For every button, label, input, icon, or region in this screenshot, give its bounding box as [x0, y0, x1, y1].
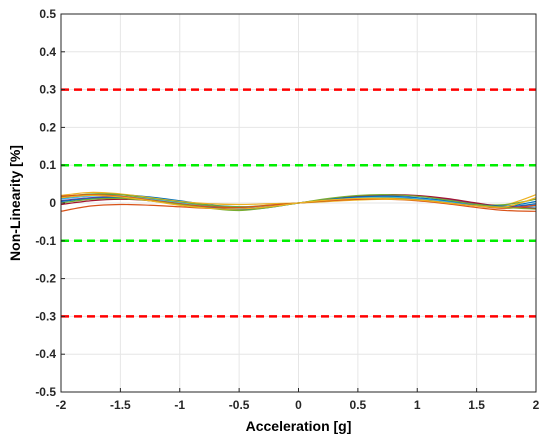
x-axis-ticks: -2 -1.5 -1 -0.5 0 0.5 1 1.5 2: [56, 388, 540, 412]
x-tick-label: 0: [295, 398, 302, 412]
series-line-11: [60, 194, 537, 210]
x-tick-label: -0.5: [229, 398, 250, 412]
y-tick-label: -0.5: [35, 385, 56, 399]
limit-lines: [61, 88, 536, 318]
x-tick-label: 0.5: [350, 398, 367, 412]
y-tick-label: 0.1: [39, 158, 56, 172]
x-tick-label: 2: [533, 398, 540, 412]
x-tick-label: 1.5: [468, 398, 485, 412]
x-axis-label: Acceleration [g]: [246, 418, 352, 434]
y-tick-label: 0.4: [39, 45, 56, 59]
y-tick-label: -0.1: [35, 234, 56, 248]
y-tick-label: 0.2: [39, 120, 56, 134]
x-tick-label: -1: [174, 398, 185, 412]
y-axis-ticks: 0.5 0.4 0.3 0.2 0.1 0 -0.1 -0.2 -0.3 -0.4 -0.5: [35, 7, 65, 399]
x-tick-label: -1.5: [110, 398, 131, 412]
x-tick-label: -2: [56, 398, 67, 412]
x-tick-label: 1: [414, 398, 421, 412]
series-lines: [60, 191, 537, 212]
y-tick-label: 0: [49, 196, 56, 210]
y-tick-label: -0.4: [35, 347, 56, 361]
y-tick-label: 0.5: [39, 7, 56, 21]
y-tick-label: -0.2: [35, 272, 56, 286]
y-tick-label: 0.3: [39, 83, 56, 97]
y-tick-label: -0.3: [35, 309, 56, 323]
y-axis-label: Non-Linearity [%]: [7, 145, 23, 261]
